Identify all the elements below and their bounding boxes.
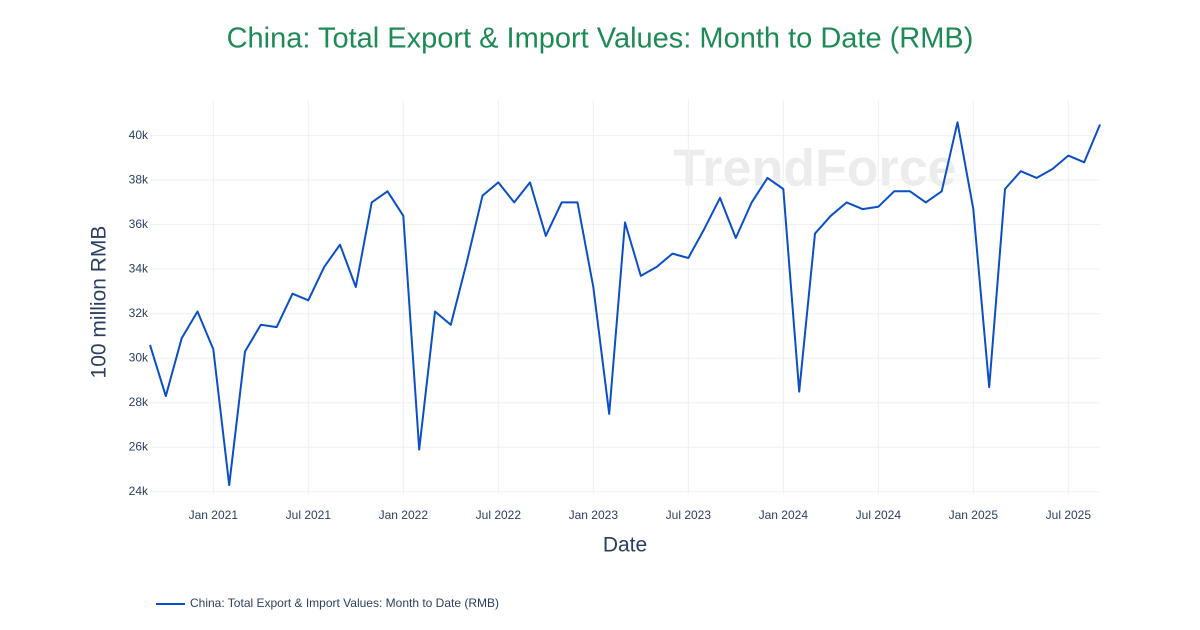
x-tick-label: Jul 2023 — [666, 508, 712, 522]
x-axis-title: Date — [603, 534, 647, 557]
grid — [150, 100, 1100, 494]
x-tick-label: Jan 2024 — [759, 508, 809, 522]
y-tick-label: 32k — [129, 306, 149, 320]
x-tick-label: Jul 2022 — [476, 508, 522, 522]
x-tick-label: Jan 2025 — [949, 508, 999, 522]
x-tick-label: Jan 2023 — [569, 508, 619, 522]
y-tick-label: 38k — [129, 172, 149, 186]
y-tick-label: 34k — [129, 261, 149, 275]
y-axis-title: 100 million RMB — [88, 226, 111, 379]
x-tick-label: Jan 2021 — [189, 508, 239, 522]
chart-title: China: Total Export & Import Values: Mon… — [227, 23, 974, 55]
watermark: TrendForce — [673, 140, 956, 198]
legend-label: China: Total Export & Import Values: Mon… — [190, 596, 499, 610]
x-tick-label: Jul 2024 — [856, 508, 902, 522]
y-tick-label: 28k — [129, 395, 149, 409]
y-tick-label: 40k — [129, 128, 149, 142]
y-tick-label: 30k — [129, 350, 149, 364]
y-tick-label: 26k — [129, 439, 149, 453]
data-line — [149, 121, 1101, 487]
x-tick-label: Jul 2021 — [286, 508, 332, 522]
y-tick-label: 36k — [129, 217, 149, 231]
x-tick-label: Jan 2022 — [379, 508, 429, 522]
x-tick-label: Jul 2025 — [1046, 508, 1092, 522]
y-tick-label: 24k — [129, 484, 149, 498]
